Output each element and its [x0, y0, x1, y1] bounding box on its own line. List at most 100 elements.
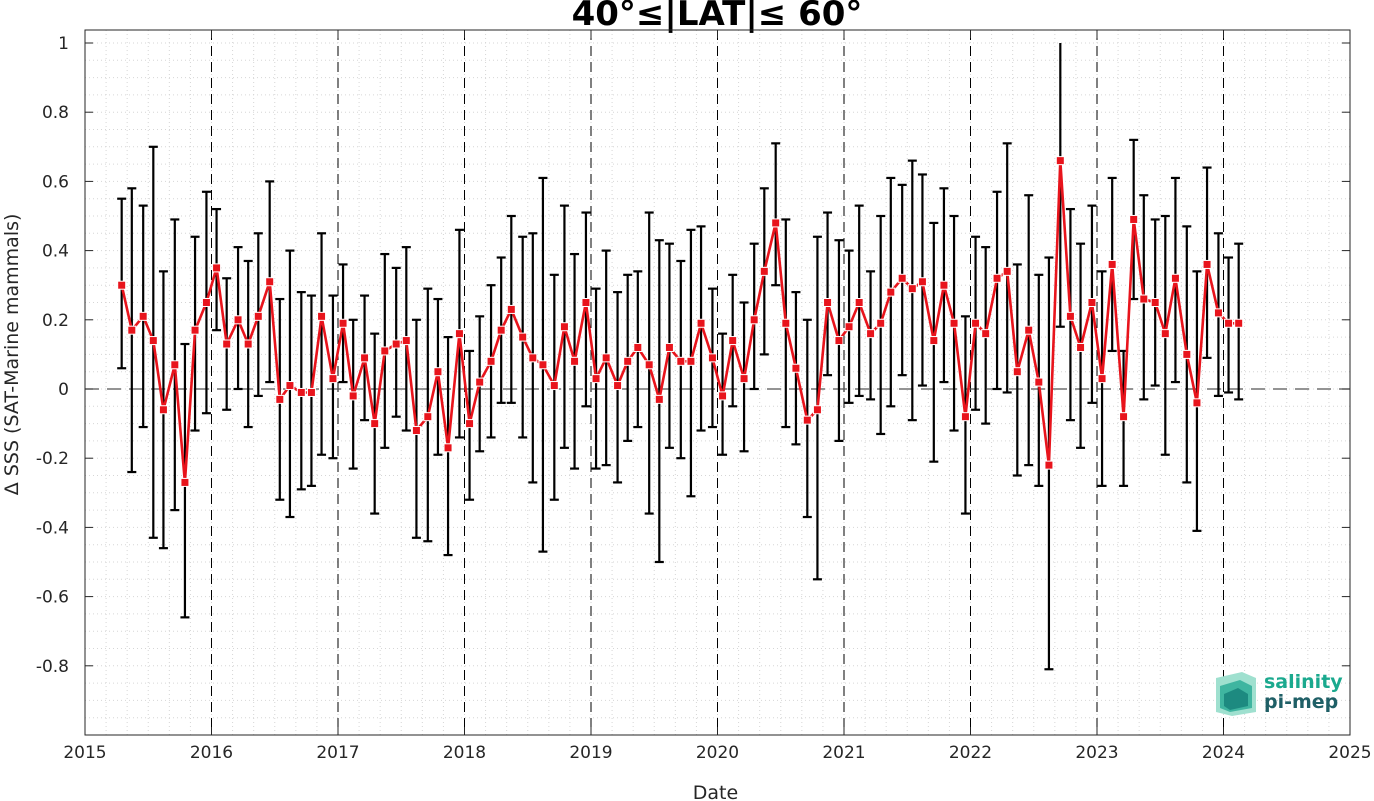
data-point-marker [328, 374, 338, 384]
data-point-marker [370, 419, 380, 429]
logo-text-salinity: salinity [1264, 671, 1343, 693]
data-point-marker [591, 374, 601, 384]
data-point-marker [486, 356, 496, 366]
data-point-marker [411, 426, 421, 436]
data-point-marker [696, 318, 706, 328]
data-point-marker [791, 363, 801, 373]
data-point-marker [718, 391, 728, 401]
data-point-marker [1129, 214, 1139, 224]
chart-title: 40°≤|LAT|≤ 60° [571, 0, 863, 34]
salinity-pimep-logo: salinity pi-mep [1212, 668, 1343, 720]
data-point-marker [391, 339, 401, 349]
data-point-marker [823, 298, 833, 307]
data-point-marker [443, 443, 453, 453]
data-point-marker [1055, 156, 1065, 166]
x-tick-label: 2015 [63, 743, 106, 763]
data-point-marker [190, 325, 200, 335]
data-point-marker [929, 336, 939, 346]
y-tick-label: -0.4 [36, 518, 69, 538]
data-point-marker [454, 329, 464, 339]
data-point-marker [971, 318, 981, 328]
y-tick-label: -0.6 [36, 588, 69, 608]
data-point-marker [866, 329, 876, 339]
data-point-marker [707, 353, 717, 363]
data-point-marker [127, 325, 137, 335]
x-tick-label: 2021 [822, 743, 865, 763]
data-point-marker [1024, 325, 1034, 335]
data-point-marker [1202, 259, 1212, 269]
data-point-marker [117, 280, 127, 290]
data-point-marker [253, 311, 263, 321]
x-tick-label: 2025 [1328, 743, 1371, 763]
data-point-marker [749, 315, 759, 325]
data-point-marker [1012, 367, 1022, 377]
data-point-marker [949, 318, 959, 328]
data-point-marker [1160, 329, 1170, 339]
y-tick-label: 0.2 [42, 311, 69, 331]
data-point-marker [158, 405, 168, 415]
x-axis-label: Date [693, 782, 738, 801]
data-point-marker [296, 387, 306, 397]
data-point-marker [433, 367, 443, 377]
data-point-marker [917, 277, 927, 287]
data-point-marker [886, 287, 896, 297]
data-point-marker [633, 342, 643, 352]
data-point-marker [781, 318, 791, 328]
data-point-marker [360, 353, 370, 363]
data-point-marker [538, 360, 548, 370]
data-point-marker [233, 315, 243, 325]
data-point-marker [1065, 311, 1075, 321]
data-point-marker [907, 284, 917, 294]
data-point-marker [222, 339, 232, 349]
y-tick-label: 0 [58, 380, 69, 400]
data-point-marker [528, 353, 538, 363]
data-point-marker [465, 419, 475, 429]
data-point-marker [559, 322, 569, 332]
data-point-marker [148, 336, 158, 346]
x-tick-label: 2019 [569, 743, 612, 763]
data-point-marker [1002, 266, 1012, 276]
logo-text-pimep: pi-mep [1264, 691, 1339, 713]
data-point-marker [676, 356, 686, 366]
data-point-marker [844, 322, 854, 332]
data-point-marker [549, 381, 559, 391]
data-point-marker [1076, 342, 1086, 352]
y-tick-label: 0.4 [42, 242, 69, 262]
data-point-marker [496, 325, 506, 335]
data-point-marker [623, 356, 633, 366]
data-point-marker [613, 381, 623, 391]
data-point-marker [654, 394, 664, 404]
data-point-marker [1034, 377, 1044, 387]
data-point-marker [1234, 318, 1244, 328]
x-tick-label: 2022 [949, 743, 992, 763]
data-point-marker [1044, 460, 1054, 470]
data-point-marker [475, 377, 485, 387]
y-tick-label: -0.8 [36, 657, 69, 677]
data-point-marker [664, 342, 674, 352]
data-point-marker [728, 336, 738, 346]
data-point-marker [401, 336, 411, 346]
data-point-marker [644, 360, 654, 370]
data-point-marker [285, 381, 295, 391]
x-tick-label: 2018 [443, 743, 486, 763]
data-point-marker [1213, 308, 1223, 318]
data-point-marker [897, 273, 907, 283]
data-point-marker [170, 360, 180, 370]
data-point-marker [380, 346, 390, 356]
data-point-marker [265, 277, 275, 287]
x-tick-label: 2024 [1202, 743, 1245, 763]
data-point-marker [275, 394, 285, 404]
data-point-marker [1139, 294, 1149, 304]
data-point-marker [939, 280, 949, 290]
data-point-marker [1107, 259, 1117, 269]
wave-logo-icon [1216, 672, 1256, 716]
data-point-marker [739, 374, 749, 384]
x-tick-label: 2023 [1075, 743, 1118, 763]
x-tick-label: 2016 [190, 743, 233, 763]
data-point-marker [201, 298, 211, 307]
data-point-marker [338, 318, 348, 328]
y-tick-label: -0.2 [36, 449, 69, 469]
data-point-marker [802, 415, 812, 425]
x-tick-label: 2020 [696, 743, 739, 763]
